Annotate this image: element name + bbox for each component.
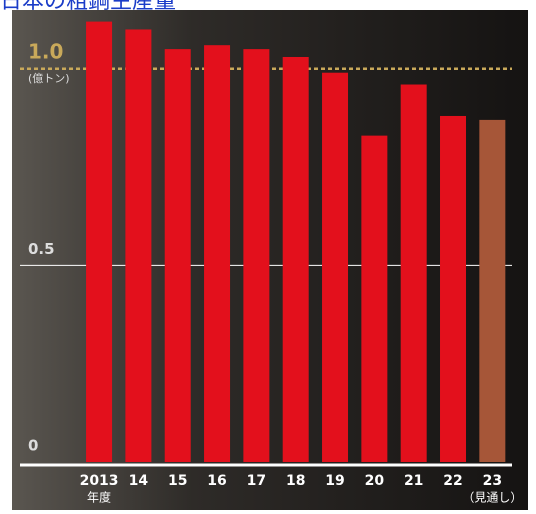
x-tick-label: 18 [286,473,305,489]
bar [86,21,113,462]
bar [440,115,467,463]
y-tick-label: 1.0 [28,39,63,63]
x-tick-label: 2013 [80,473,119,489]
bar [322,72,349,463]
x-tick-label: 15 [168,473,187,489]
x-tick-label: 16 [207,473,226,489]
x-tick-label: 22 [443,473,462,489]
bar [361,135,388,462]
bar [479,119,506,462]
bar [125,29,152,462]
y-tick-label: 0.5 [28,240,55,258]
bar [164,49,191,462]
chart-title: 日本の粗鋼生産量 [0,0,176,14]
unit-label: (億トン) [28,72,70,85]
x-tick-label: 21 [404,473,423,489]
x-tick-label: 14 [129,473,149,489]
x-tick-label: 20 [365,473,385,489]
x-tick-label: 17 [247,473,266,489]
bar [282,56,309,462]
y-tick-label: 0 [28,437,38,455]
x-tick-label: 19 [325,473,344,489]
bar [243,49,270,462]
bar [204,45,231,463]
bar [400,84,427,462]
x-tick-sublabel: 年度 [87,490,111,505]
x-tick-label: 23 [483,473,502,489]
x-tick-sublabel: （見通し） [462,491,522,505]
